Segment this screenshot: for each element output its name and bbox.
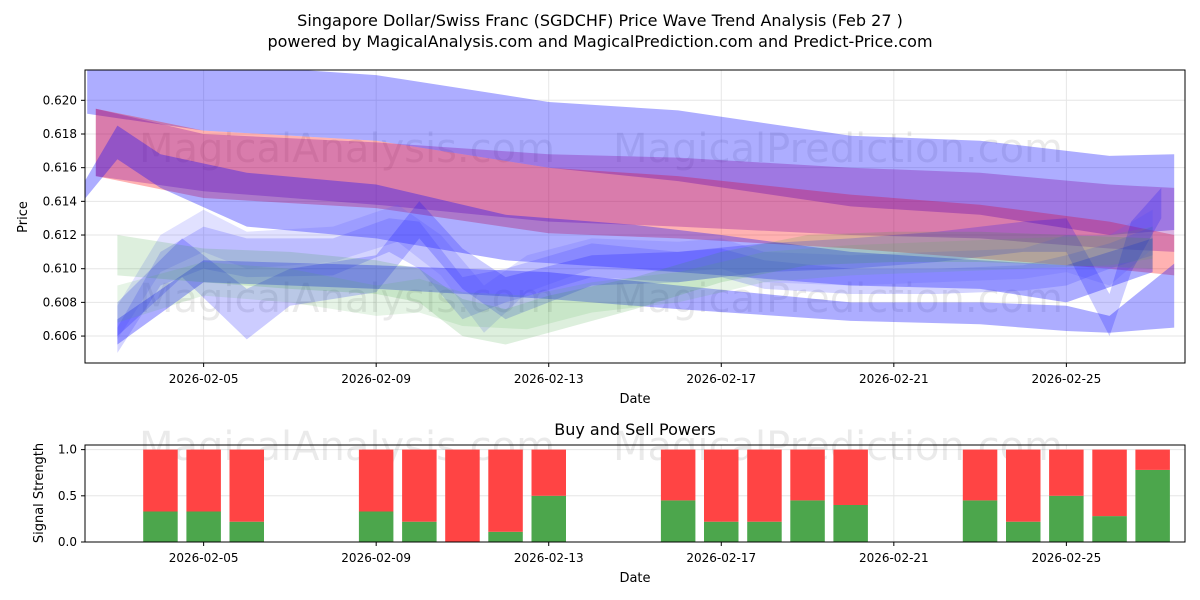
sell-bar: [531, 449, 566, 496]
sell-bar: [229, 449, 264, 522]
signal-chart: Buy and Sell Powers MagicalAnalysis.com …: [32, 420, 1186, 586]
price-x-tick-label: 2026-02-17: [686, 372, 756, 386]
sell-bar: [143, 449, 178, 512]
chart-subtitle: powered by MagicalAnalysis.com and Magic…: [267, 32, 932, 51]
signal-x-tick-label: 2026-02-17: [686, 551, 756, 565]
price-y-tick-label: 0.608: [43, 295, 77, 309]
sell-bar: [1135, 449, 1170, 470]
sell-bar: [402, 449, 437, 522]
price-y-label: Price: [16, 201, 31, 233]
watermark-magical-prediction-2: MagicalPrediction.com: [613, 276, 1063, 322]
price-x-ticks: 2026-02-05 2026-02-09 2026-02-13 2026-02-17…: [169, 363, 1101, 386]
buy-bar: [143, 511, 178, 542]
price-y-tick-label: 0.618: [43, 127, 77, 141]
buy-bar: [488, 531, 523, 542]
sell-bar: [445, 449, 480, 542]
price-x-tick-label: 2026-02-05: [169, 372, 239, 386]
watermark-magical-analysis-2: MagicalAnalysis.com: [139, 276, 555, 322]
watermark-magical-analysis: MagicalAnalysis.com: [139, 126, 555, 172]
signal-y-tick-label: 1.0: [58, 443, 77, 457]
price-x-tick-label: 2026-02-09: [341, 372, 411, 386]
signal-x-tick-label: 2026-02-13: [514, 551, 584, 565]
buy-bar: [962, 500, 998, 542]
band-red-band: [95, 108, 1175, 276]
band-wave-green-2: [117, 226, 1153, 330]
buy-bar: [833, 505, 868, 542]
band-lower-blue-band: [117, 260, 1175, 345]
buy-bar: [790, 500, 825, 542]
price-watermarks: MagicalAnalysis.com MagicalPrediction.co…: [139, 126, 1063, 322]
sell-bar: [790, 449, 825, 501]
sell-bar: [747, 449, 782, 522]
signal-x-tick-label: 2026-02-05: [169, 551, 239, 565]
sell-bar: [358, 449, 394, 512]
price-x-tick-label: 2026-02-13: [514, 372, 584, 386]
price-x-tick-label: 2026-02-21: [859, 372, 929, 386]
signal-y-tick-label: 0.5: [58, 489, 77, 503]
signal-x-ticks: 2026-02-05 2026-02-09 2026-02-13 2026-02-17…: [169, 542, 1101, 565]
price-x-label: Date: [619, 392, 650, 407]
signal-x-label: Date: [619, 571, 650, 586]
signal-axes-frame: [84, 444, 1186, 543]
buy-bar: [1135, 469, 1170, 542]
band-wave-blue-3: [117, 187, 1162, 340]
signal-x-tick-label: 2026-02-25: [1031, 551, 1101, 565]
signal-title: Buy and Sell Powers: [554, 420, 716, 439]
sell-bar: [1049, 449, 1084, 496]
buy-bar: [186, 511, 221, 542]
buy-bar: [747, 521, 782, 542]
signal-bars: [143, 449, 1170, 542]
sell-bar: [488, 449, 523, 532]
band-wave-blue-2: [117, 204, 1153, 340]
buy-bar: [704, 521, 739, 542]
buy-bar: [229, 521, 264, 542]
price-y-tick-label: 0.612: [43, 228, 77, 242]
buy-bar: [402, 521, 437, 542]
band-mid-blue-band: [85, 125, 1153, 303]
price-chart: MagicalAnalysis.com MagicalPrediction.co…: [16, 69, 1186, 407]
price-y-tick-label: 0.614: [43, 194, 77, 208]
signal-x-tick-label: 2026-02-09: [341, 551, 411, 565]
band-wave-green-1: [117, 231, 1153, 345]
price-x-tick-label: 2026-02-25: [1031, 372, 1101, 386]
price-y-tick-label: 0.620: [43, 93, 77, 107]
sell-bar: [962, 449, 998, 501]
signal-y-ticks: 0.0 0.5 1.0: [58, 443, 85, 549]
sell-bar: [660, 449, 696, 501]
price-y-tick-label: 0.606: [43, 329, 77, 343]
buy-bar: [1092, 516, 1127, 542]
signal-y-tick-label: 0.0: [58, 535, 77, 549]
price-y-ticks: 0.606 0.608 0.610 0.612 0.614 0.616 0.618 0.620: [43, 93, 85, 343]
sell-bar: [1092, 449, 1127, 517]
chart-title: Singapore Dollar/Swiss Franc (SGDCHF) Pr…: [297, 11, 903, 30]
price-y-tick-label: 0.610: [43, 262, 77, 276]
sell-bar: [704, 449, 739, 522]
signal-y-label: Signal Strength: [32, 443, 47, 543]
sell-bar: [1006, 449, 1041, 522]
sell-bar: [833, 449, 868, 505]
price-bands: [85, 70, 1175, 353]
buy-bar: [358, 511, 394, 542]
buy-bar: [531, 495, 566, 542]
price-y-tick-label: 0.616: [43, 161, 77, 175]
buy-bar: [660, 500, 696, 542]
price-axes-frame: [84, 69, 1186, 364]
signal-x-tick-label: 2026-02-21: [859, 551, 929, 565]
band-wave-blue-1: [117, 218, 1153, 353]
watermark-magical-prediction: MagicalPrediction.com: [613, 126, 1063, 172]
sell-bar: [186, 449, 221, 512]
band-upper-band: [87, 70, 1175, 235]
price-grid: [85, 70, 1185, 363]
band-purple-band: [95, 108, 1175, 252]
buy-bar: [1006, 521, 1041, 542]
buy-bar: [1049, 495, 1084, 542]
